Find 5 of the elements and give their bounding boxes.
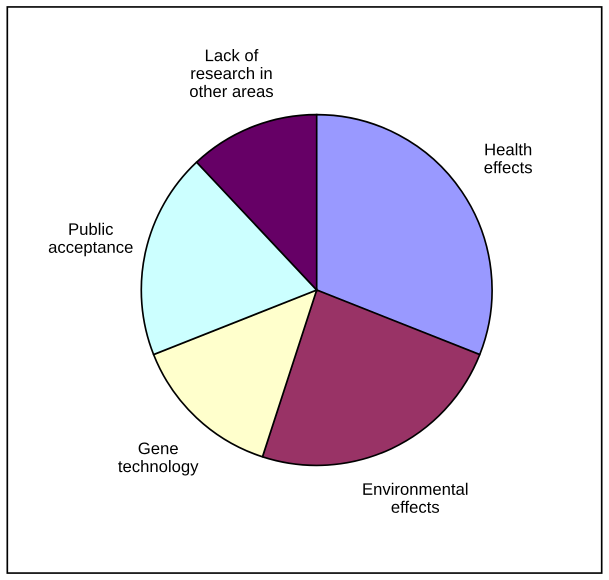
slice-label: Environmental effects <box>363 482 468 513</box>
slice-label: Public acceptance <box>48 222 133 256</box>
slice-label: Lack of research in other areas <box>190 49 274 98</box>
slice-label: Gene technology <box>118 442 198 476</box>
slice-label: Health effects <box>484 143 532 174</box>
